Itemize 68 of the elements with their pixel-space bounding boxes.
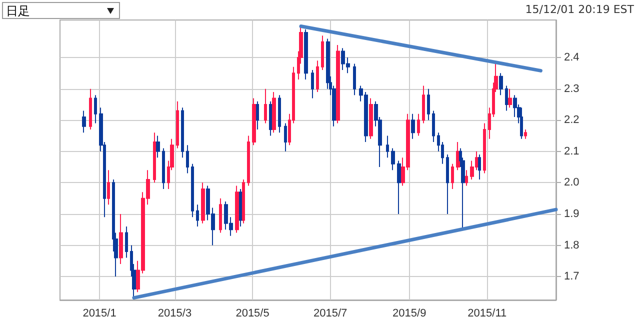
candlestick	[505, 85, 508, 112]
x-tick-label: 2015/9	[392, 308, 426, 320]
candlestick	[186, 144, 189, 174]
candlestick	[191, 163, 194, 218]
candlestick	[451, 163, 454, 190]
candlestick	[465, 170, 468, 186]
candlestick	[427, 88, 430, 121]
candlestick	[369, 98, 373, 140]
candlestick	[162, 148, 165, 190]
candlestick	[508, 88, 512, 108]
y-tick-label: 1.8	[564, 239, 580, 252]
candlestick	[499, 72, 503, 96]
candlestick	[278, 94, 281, 134]
x-tick-label: 2015/7	[313, 308, 348, 320]
candlestick	[235, 185, 239, 234]
candlestick	[386, 135, 389, 158]
candlestick	[219, 198, 222, 234]
candlestick	[181, 107, 184, 158]
candlestick	[107, 170, 110, 206]
candlestick	[524, 128, 527, 140]
x-tick-label: 2015/11	[468, 308, 507, 320]
y-tick-label: 1.9	[564, 208, 580, 220]
y-tick-label: 2.1	[564, 145, 580, 158]
y-tick-label: 2.0	[564, 176, 580, 189]
candlestick	[316, 60, 319, 92]
candlestick	[125, 226, 128, 258]
candlestick	[520, 107, 523, 140]
candlestick	[247, 135, 250, 186]
candlestick	[242, 179, 245, 224]
y-tick-label: 2.2	[564, 114, 580, 126]
candlestick	[311, 70, 314, 99]
candlestick	[411, 113, 415, 140]
candlestick	[196, 204, 199, 227]
candlestick	[264, 88, 267, 124]
candlestick	[201, 182, 205, 224]
text: 15/12/01 20:19 EST	[525, 3, 634, 16]
candlestick	[156, 135, 160, 158]
candlestick	[269, 100, 272, 136]
candlestick	[304, 28, 308, 80]
candlestick	[336, 44, 340, 124]
candlestick	[176, 100, 179, 149]
candlestick	[422, 85, 425, 124]
candlestick	[353, 63, 356, 96]
candlestick	[153, 132, 156, 184]
candlestick	[483, 122, 486, 174]
y-tick-label: 2.3	[564, 82, 580, 95]
candlestick	[272, 91, 276, 134]
candlestick	[397, 160, 401, 214]
candlestick	[89, 88, 92, 130]
candlestick	[456, 142, 460, 171]
candlestick	[478, 154, 481, 180]
candlestick	[119, 213, 123, 265]
x-tick-label: 2015/3	[158, 308, 192, 320]
candlestick	[391, 148, 395, 171]
candlestick	[82, 110, 86, 134]
candlestick	[417, 113, 420, 136]
candlestick	[321, 35, 324, 71]
x-tick-label: 2015/1	[82, 308, 116, 320]
candlestick	[256, 100, 259, 130]
candlestick	[284, 122, 287, 152]
y-tick-label: 1.7	[564, 270, 580, 283]
candlestick	[94, 94, 97, 124]
candlestick	[252, 98, 256, 146]
x-tick-label: 2015/5	[236, 308, 270, 320]
y-tick-label: 2.4	[564, 52, 580, 64]
candlestick	[446, 154, 449, 214]
text: 日足	[6, 4, 30, 18]
candlestick	[432, 110, 435, 143]
